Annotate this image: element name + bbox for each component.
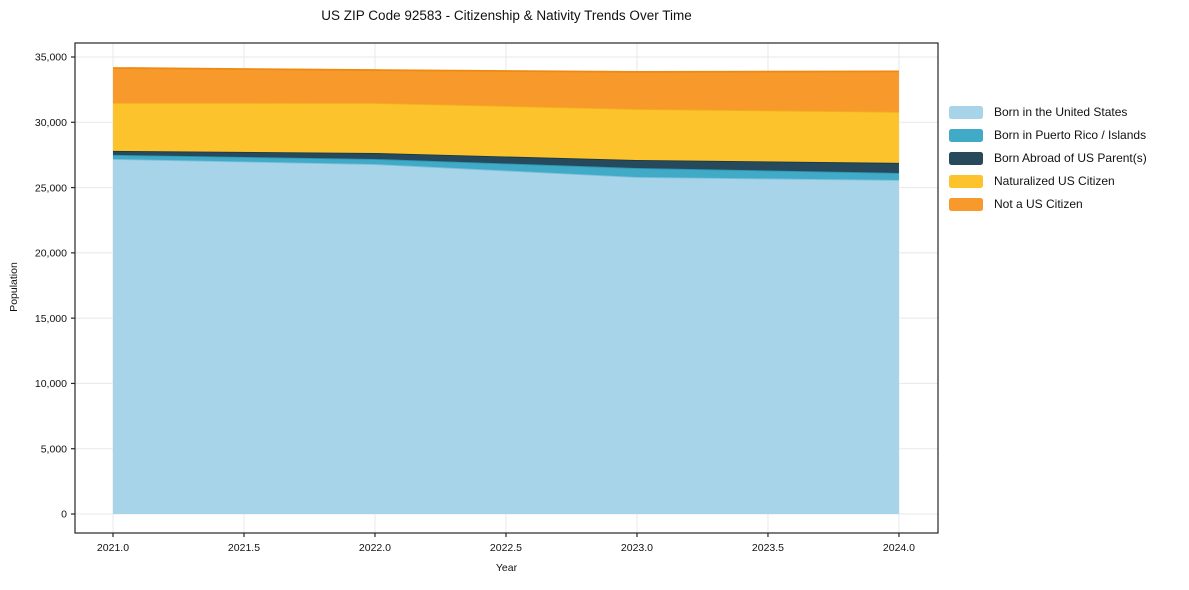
area-born-abroad-of-us-parent-s <box>112 150 899 173</box>
legend-swatch-naturalized-us-citizen <box>949 174 983 188</box>
legend-swatch-born-in-puerto-rico-islands <box>949 128 983 142</box>
x-tick-label: 2022.5 <box>490 542 522 554</box>
y-tick-label: 10,000 <box>35 378 67 390</box>
x-tick-label: 2021.5 <box>228 542 260 554</box>
y-tick-label: 30,000 <box>35 117 67 129</box>
x-axis-label: Year <box>495 562 518 574</box>
y-tick-label: 5,000 <box>41 443 67 455</box>
area-naturalized-us-citizen <box>112 102 899 163</box>
x-tick-label: 2024.0 <box>883 542 915 554</box>
legend-swatch-born-in-the-united-states <box>949 105 983 119</box>
legend-label: Not a US Citizen <box>994 197 1083 211</box>
area-born-in-puerto-rico-islands <box>112 154 899 180</box>
legend-item-born-abroad-of-us-parent-s: Born Abroad of US Parent(s) <box>949 151 1147 165</box>
legend-item-born-in-puerto-rico-islands: Born in Puerto Rico / Islands <box>949 128 1147 142</box>
legend-label: Born in the United States <box>994 105 1128 119</box>
chart-title: US ZIP Code 92583 - Citizenship & Nativi… <box>321 8 692 23</box>
x-tick-label: 2021.0 <box>97 542 129 554</box>
x-tick-label: 2023.0 <box>621 542 653 554</box>
area-not-a-us-citizen <box>112 67 899 112</box>
x-tick-label: 2022.0 <box>359 542 391 554</box>
legend-swatch-not-a-us-citizen <box>949 197 983 211</box>
y-tick-label: 20,000 <box>35 248 67 260</box>
legend-item-born-in-the-united-states: Born in the United States <box>949 105 1147 119</box>
edge-not-a-us-citizen <box>112 67 899 73</box>
legend-item-not-a-us-citizen: Not a US Citizen <box>949 197 1147 211</box>
legend-label: Naturalized US Citizen <box>994 174 1115 188</box>
area-born-in-the-united-states <box>112 158 899 514</box>
x-tick-label: 2023.5 <box>752 542 784 554</box>
y-tick-label: 35,000 <box>35 52 67 64</box>
y-tick-label: 25,000 <box>35 182 67 194</box>
y-tick-label: 15,000 <box>35 313 67 325</box>
legend-item-naturalized-us-citizen: Naturalized US Citizen <box>949 174 1147 188</box>
y-tick-label: 0 <box>61 509 67 521</box>
legend: Born in the United States Born in Puerto … <box>949 105 1147 211</box>
legend-swatch-born-abroad-of-us-parent-s <box>949 151 983 165</box>
legend-label: Born in Puerto Rico / Islands <box>994 128 1147 142</box>
legend-label: Born Abroad of US Parent(s) <box>994 151 1147 165</box>
